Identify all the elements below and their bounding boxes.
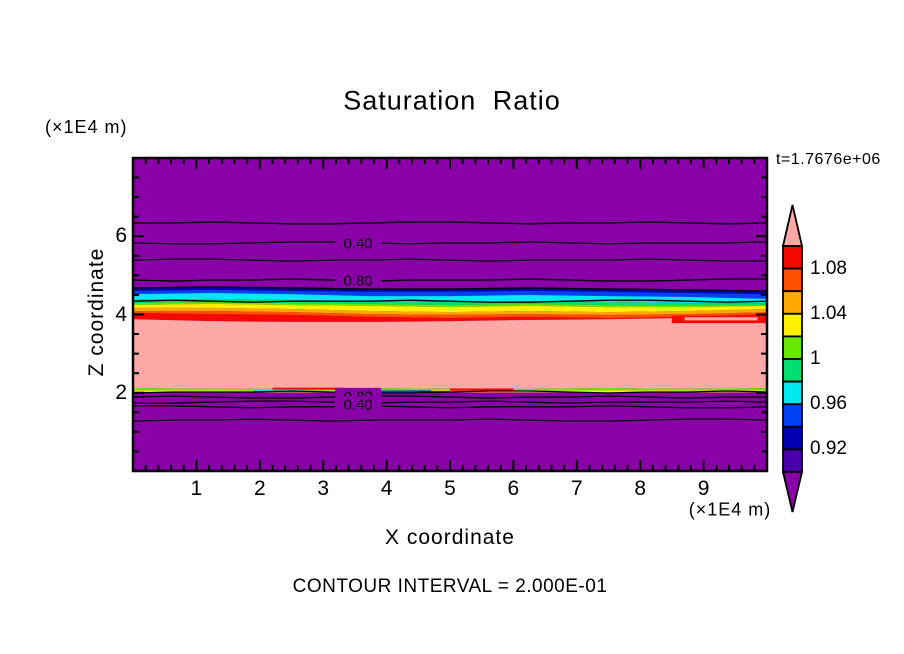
contour-band-orangered-7 bbox=[133, 310, 767, 319]
contour-label-mask bbox=[335, 272, 382, 289]
time-annotation: t=1.7676e+06 bbox=[776, 151, 881, 168]
contour-band-orange-6 bbox=[133, 307, 767, 315]
colorbar-cell-orange bbox=[782, 290, 803, 315]
contour-line bbox=[132, 258, 767, 262]
y-tick-label-2: 2 bbox=[115, 380, 127, 404]
x-tick-label-8: 8 bbox=[634, 477, 647, 500]
contour-band-red-8 bbox=[133, 312, 767, 322]
contour-patch-red-2 bbox=[272, 387, 343, 390]
x-tick-label-2: 2 bbox=[253, 477, 266, 500]
contour-label-3: 0.40 bbox=[343, 397, 372, 414]
contour-label-0: 0.40 bbox=[343, 235, 372, 252]
colorbar-cell-chartreuse bbox=[782, 335, 803, 360]
contour-line bbox=[133, 400, 768, 404]
colorbar-cell-blue bbox=[782, 403, 803, 428]
contour-band-pink-9 bbox=[133, 318, 767, 389]
contour-label-1: 0.80 bbox=[343, 273, 372, 290]
x-axis-unit-label: (×1E4 m) bbox=[688, 499, 772, 520]
contour-patch-pink-1 bbox=[684, 317, 758, 321]
contour-band-yellow-5 bbox=[133, 303, 767, 313]
colorbar-label-0.96: 0.96 bbox=[810, 393, 847, 415]
contour-line bbox=[132, 390, 768, 394]
band-top-contour-line bbox=[132, 286, 768, 292]
contour-line bbox=[132, 418, 768, 422]
colorbar-cell-yellow bbox=[782, 312, 803, 338]
colorbar-cell-orangered bbox=[782, 267, 803, 293]
contour-interval-note: CONTOUR INTERVAL = 2.000E-01 bbox=[292, 576, 608, 597]
colorbar-cell-green bbox=[782, 358, 803, 383]
x-tick-label-1: 1 bbox=[190, 477, 203, 500]
contour-line bbox=[132, 278, 767, 282]
colorbar-label-1.04: 1.04 bbox=[810, 302, 847, 324]
contour-band-blue-1 bbox=[133, 289, 767, 299]
contour-band-navy-0 bbox=[133, 287, 767, 295]
x-tick-label-6: 6 bbox=[507, 477, 520, 500]
colorbar-above-range-arrow bbox=[781, 204, 804, 247]
y-axis-unit-label: (×1E4 m) bbox=[45, 117, 128, 137]
colorbar-cell-navy bbox=[782, 425, 803, 451]
colorbar-below-range-arrow bbox=[781, 471, 804, 513]
x-axis-title: X coordinate bbox=[385, 526, 515, 549]
plot-frame bbox=[131, 156, 769, 473]
colorbar-label-1.08: 1.08 bbox=[810, 257, 847, 279]
contour-band-chartreuse-4 bbox=[133, 301, 767, 308]
contour-label-mask bbox=[335, 396, 382, 413]
colorbar-label-0.92: 0.92 bbox=[810, 438, 847, 460]
x-tick-label-4: 4 bbox=[380, 477, 393, 500]
colorbar-label-1: 1 bbox=[810, 348, 821, 369]
y-tick-label-4: 4 bbox=[115, 302, 127, 326]
x-tick-label-3: 3 bbox=[317, 477, 330, 500]
x-tick-label-7: 7 bbox=[570, 477, 583, 500]
contour-patch-blue-5 bbox=[367, 390, 431, 393]
y-tick-label-6: 6 bbox=[115, 224, 127, 248]
contour-line bbox=[132, 299, 768, 303]
colorbar-cell-cyan bbox=[782, 380, 803, 406]
contour-label-mask bbox=[335, 234, 382, 251]
contour-band-green-3 bbox=[133, 298, 767, 306]
x-tick-label-5: 5 bbox=[444, 477, 456, 500]
colorbar-cell-red bbox=[782, 245, 803, 270]
contour-line bbox=[133, 221, 768, 225]
contour-patch-red-3 bbox=[450, 388, 514, 391]
chart-title: Saturation Ratio bbox=[343, 85, 561, 116]
colorbar-cell-indigo bbox=[782, 448, 803, 473]
contour-line bbox=[132, 395, 767, 399]
contour-line bbox=[133, 405, 768, 409]
x-tick-label-9: 9 bbox=[697, 477, 710, 500]
contour-line bbox=[132, 241, 768, 245]
